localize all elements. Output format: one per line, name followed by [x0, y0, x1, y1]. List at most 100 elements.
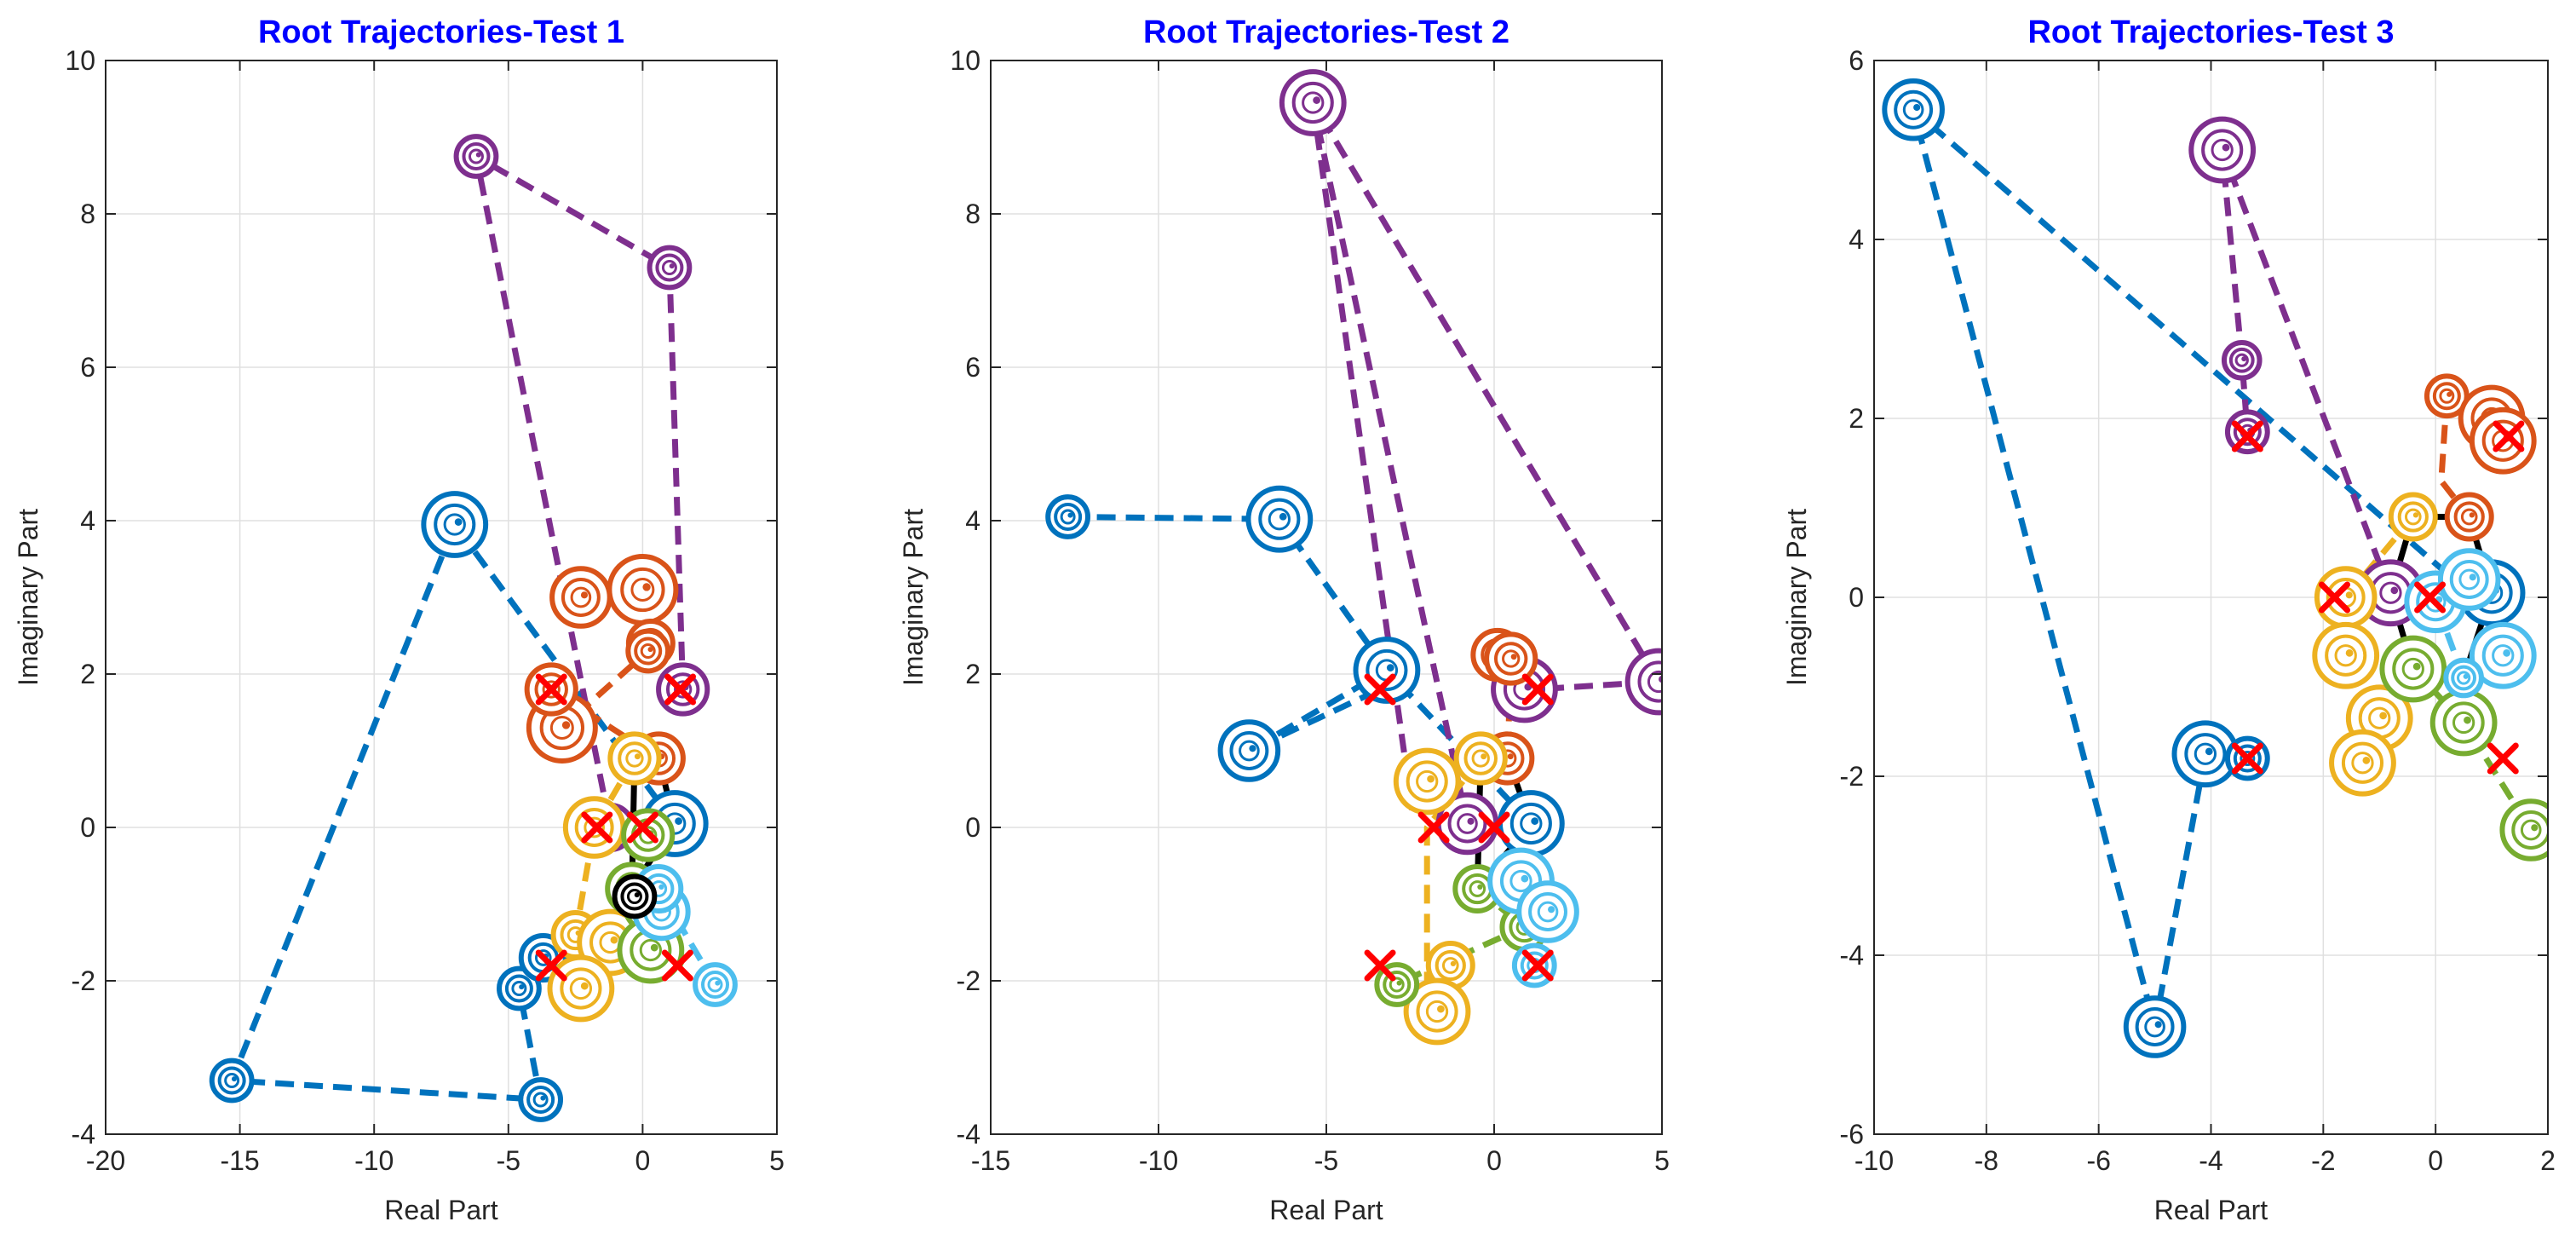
marker-ring: [584, 816, 605, 838]
marker-ring: [1366, 648, 1408, 692]
marker-ring: [655, 253, 684, 282]
root-marker-purple: [453, 134, 499, 179]
marker-ring: [2329, 729, 2396, 797]
marker-ring: [2326, 578, 2366, 617]
marker-ring: [1637, 660, 1662, 703]
x-tick-label: -4: [2199, 1145, 2222, 1176]
marker-ring: [1291, 81, 1334, 124]
marker-ring: [639, 938, 663, 962]
y-tick-label: -4: [72, 1119, 95, 1150]
marker-dot: [675, 817, 682, 825]
x-stroke: [2487, 742, 2519, 775]
trajectory-line-purple: [1309, 102, 1417, 821]
x-tick-label: 0: [1486, 1145, 1502, 1176]
marker-dot: [561, 721, 571, 729]
root-marker-blue: [518, 1077, 564, 1122]
marker-ring: [647, 245, 693, 291]
x-stroke: [661, 949, 693, 982]
marker-dot: [2469, 573, 2476, 581]
pole-x-marker: [661, 949, 693, 982]
marker-ring: [640, 643, 656, 659]
marker-dot: [669, 263, 675, 269]
marker-ring: [1894, 89, 1934, 130]
pole-x-marker: [2231, 420, 2263, 452]
marker-ring: [2188, 116, 2257, 184]
marker-ring: [511, 981, 527, 996]
marker-dot: [1313, 96, 1320, 104]
marker-ring: [209, 1057, 255, 1104]
pole-x-marker: [2319, 581, 2351, 614]
marker-dot: [1067, 512, 1073, 518]
marker-ring: [1502, 649, 1521, 668]
y-tick-label: 0: [80, 812, 95, 843]
marker-ring: [1520, 812, 1543, 835]
marker-dot: [1510, 654, 1517, 660]
marker-dot: [2469, 512, 2475, 518]
x-tick-label: -2: [2311, 1145, 2335, 1176]
marker-ring: [1229, 731, 1269, 770]
marker-ring: [1457, 813, 1478, 834]
marker-dot: [2463, 673, 2469, 679]
y-tick-label: 2: [80, 659, 95, 689]
marker-dot: [540, 1095, 546, 1101]
y-axis-label: Imaginary Part: [1781, 509, 1812, 686]
marker-ring: [1425, 1000, 1449, 1023]
marker-ring: [639, 826, 658, 844]
marker-dot: [475, 152, 481, 158]
axes-box: [105, 60, 778, 1135]
data-layer: [1882, 78, 2548, 1058]
x-stroke: [2414, 581, 2447, 614]
marker-ring: [634, 637, 663, 666]
root-marker-orange: [1484, 631, 1538, 686]
marker-ring: [1393, 747, 1461, 815]
trajectory-line-purple: [1309, 100, 1662, 825]
marker-ring: [497, 965, 542, 1011]
marker-ring: [2211, 138, 2234, 162]
root-marker-orange: [2424, 373, 2470, 419]
marker-ring: [2234, 353, 2249, 367]
marker-ring: [2451, 665, 2477, 691]
marker-dot: [2345, 591, 2353, 599]
marker-ring: [1054, 502, 1083, 532]
marker-dot: [1450, 960, 1457, 967]
marker-dot: [1507, 753, 1514, 760]
root-marker-green: [2429, 689, 2498, 757]
root-marker-yellow: [1393, 747, 1461, 815]
marker-ring: [2460, 508, 2478, 526]
marker-ring: [2437, 548, 2501, 611]
trajectory-line-purple: [2219, 147, 2394, 595]
marker-dot: [231, 1076, 237, 1082]
pole-x-marker: [1521, 673, 1554, 706]
marker-dot: [2379, 712, 2387, 720]
marker-ring: [2184, 733, 2227, 775]
pole-x-marker: [581, 811, 613, 844]
marker-ring: [534, 949, 552, 966]
marker-ring: [2194, 742, 2217, 765]
root-marker-blue: [421, 491, 489, 558]
x-axis-label: Real Part: [2154, 1195, 2268, 1225]
x-axis-label: Real Part: [384, 1195, 498, 1225]
x-tick-label: -20: [86, 1145, 125, 1176]
x-tick-label: 0: [635, 1145, 651, 1176]
y-tick-label: 4: [1849, 224, 1864, 255]
marker-dot: [2412, 512, 2419, 518]
marker-ring: [224, 1073, 240, 1088]
root-marker-purple: [1624, 648, 1662, 716]
pole-x-marker: [535, 673, 567, 706]
marker-ring: [2453, 501, 2485, 533]
marker-ring: [2442, 701, 2485, 744]
y-tick-label: -4: [1840, 940, 1864, 971]
x-tick-label: -10: [354, 1145, 394, 1176]
marker-dot: [2362, 756, 2371, 764]
marker-ring: [1509, 802, 1552, 845]
pole-x-marker: [626, 811, 658, 844]
y-tick-label: 0: [965, 812, 980, 843]
x-tick-label: -5: [1314, 1145, 1338, 1176]
marker-ring: [560, 967, 602, 1010]
marker-ring: [620, 567, 665, 613]
marker-ring: [1528, 892, 1567, 931]
root-marker-blue: [1882, 78, 1945, 141]
x-tick-label: -15: [220, 1145, 259, 1176]
x-stroke: [2493, 420, 2525, 452]
x-tick-label: 0: [2428, 1145, 2443, 1176]
